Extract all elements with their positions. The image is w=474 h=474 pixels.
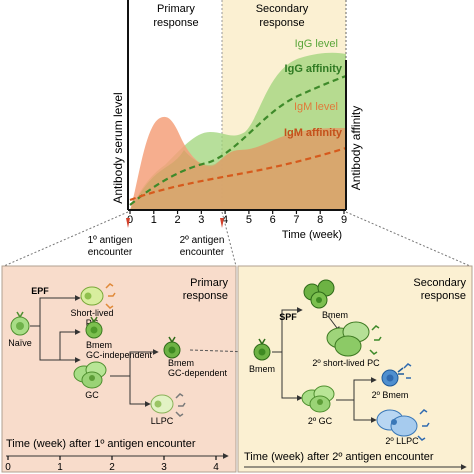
secondary-llpc-cluster: [376, 409, 430, 441]
arrow-gc2-to-llpc2: [353, 400, 377, 423]
arrow-gc-to-bmem-gc-dep: [110, 349, 159, 377]
secondary-short-lived-pc-label: 2º short-lived PC: [312, 358, 380, 368]
secondary-bmem2-label: 2º Bmem: [372, 390, 409, 400]
x-axis-tick-label-4: 4: [222, 214, 228, 226]
phase-primary-title-line1: Primary: [157, 3, 195, 15]
antigen2-marker: [220, 218, 224, 228]
phase-primary-title-line2: response: [153, 17, 198, 29]
legend-igm-level: IgM level: [294, 101, 338, 113]
secondary-bmem-top-label: Bmem: [322, 310, 348, 320]
arrow-naive-to-short-lived-pc: [30, 295, 81, 327]
secondary-panel-title-line1: Secondary: [413, 277, 466, 289]
x-axis-tick-label-3: 3: [198, 214, 204, 226]
x-axis-tick-label-1: 1: [151, 214, 157, 226]
antibody-response-chart: 0 1 2 3 4 5 6 7 8 9 Primary response Secondary re…: [88, 0, 363, 258]
primary-timeline-tick-label-4: 4: [213, 462, 219, 473]
short-lived-pc-cell: [80, 283, 116, 309]
secondary-panel-title-line2: response: [421, 290, 466, 302]
y-axis-right-title: Antibody affinity: [349, 106, 363, 191]
bmem-gc-dep-label-line1: Bmem: [168, 358, 194, 368]
secondary-llpc-label: 2º LLPC: [385, 436, 419, 446]
naive-b-cell: [10, 311, 30, 336]
phase-secondary-title-line1: Secondary: [256, 3, 309, 15]
x-ticks: 0 1 2 3 4 5 6 7 8 9: [127, 210, 347, 226]
llpc-cell: [150, 393, 186, 417]
gc-label: GC: [85, 390, 99, 400]
primary-timeline-tick-label-2: 2: [109, 462, 115, 473]
arrow-gc-to-llpc: [129, 376, 151, 407]
primary-timeline-ticks: 0 1 2 3 4: [5, 456, 219, 473]
antigen1-marker: [126, 218, 130, 228]
primary-timeline-tick-label-3: 3: [161, 462, 167, 473]
y-axis-left-title: Antibody serum level: [111, 92, 125, 203]
x-axis-title: Time (week): [282, 229, 342, 241]
arrow-to-secondary-bmem-top: [272, 307, 303, 353]
legend-igm-affinity: IgM affinity: [284, 127, 343, 139]
primary-panel-background: [1, 265, 237, 473]
secondary-bmem-input-cell: [253, 338, 271, 361]
naive-label: Naïve: [8, 338, 32, 348]
llpc-label: LLPC: [151, 416, 174, 426]
secondary-gc-cluster: [301, 385, 335, 413]
secondary-bmem-top-cluster: [303, 279, 335, 309]
secondary-panel-background: [237, 265, 473, 473]
gc-cluster: [73, 361, 107, 389]
secondary-bmem2-cell: [381, 363, 412, 387]
x-axis-tick-label-0: 0: [127, 214, 133, 226]
igm-affinity-line: [129, 146, 347, 202]
bmem-gc-dependent-cell: [163, 336, 181, 359]
primary-timeline-title: Time (week) after 1º antigen encounter: [6, 438, 196, 450]
primary-timeline-tick-label-1: 1: [57, 462, 63, 473]
igg-igm-overlap-area: [130, 128, 346, 210]
primary-panel-title-line1: Primary: [190, 277, 228, 289]
legend-igg-level: IgG level: [295, 38, 338, 50]
antigen2-label-line1: 2º antigen: [180, 235, 225, 246]
bmem-gc-indep-label-line2: GC-independent: [86, 350, 153, 360]
bmem-gc-independent-cell: [85, 316, 103, 339]
igg-affinity-line: [129, 74, 347, 206]
primary-response-panel: Primary response Naïve EPF Short-lived P…: [1, 265, 237, 473]
x-axis-tick-label-2: 2: [174, 214, 180, 226]
secondary-short-lived-pc-cluster: [326, 321, 382, 357]
secondary-timeline-title: Time (week) after 2º antigen encounter: [244, 451, 434, 463]
antigen2-label-line2: encounter: [180, 247, 225, 258]
legend-igg-affinity: IgG affinity: [285, 63, 343, 75]
antigen1-label-line1: 1º antigen: [88, 235, 133, 246]
connector-primary-left: [3, 211, 129, 267]
x-axis-tick-label-8: 8: [317, 214, 323, 226]
x-axis-tick-label-7: 7: [293, 214, 299, 226]
phase-secondary-title-line2: response: [259, 17, 304, 29]
secondary-gc-label: 2º GC: [308, 416, 333, 426]
secondary-response-panel: Secondary response Bmem SPF Bmem 2: [237, 265, 473, 473]
arrow-gc2-to-bmem2: [336, 377, 377, 401]
connector-mid: [221, 211, 237, 267]
connector-secondary-right: [345, 211, 471, 267]
bmem-gc-indep-label-line1: Bmem: [86, 340, 112, 350]
primary-panel-title-line2: response: [183, 290, 228, 302]
x-axis-tick-label-6: 6: [270, 214, 276, 226]
bmem-gc-dep-label-line2: GC-dependent: [168, 368, 228, 378]
x-axis-tick-label-5: 5: [246, 214, 252, 226]
secondary-bmem-input-label: Bmem: [249, 364, 275, 374]
spf-label: SPF: [279, 312, 297, 322]
epf-label: EPF: [31, 286, 49, 296]
primary-timeline-tick-label-0: 0: [5, 462, 11, 473]
short-lived-pc-label-line1: Short-lived: [70, 308, 113, 318]
arrow-to-secondary-gc: [281, 352, 303, 401]
antigen1-label-line2: encounter: [88, 247, 133, 258]
x-axis-tick-label-9: 9: [341, 214, 347, 226]
